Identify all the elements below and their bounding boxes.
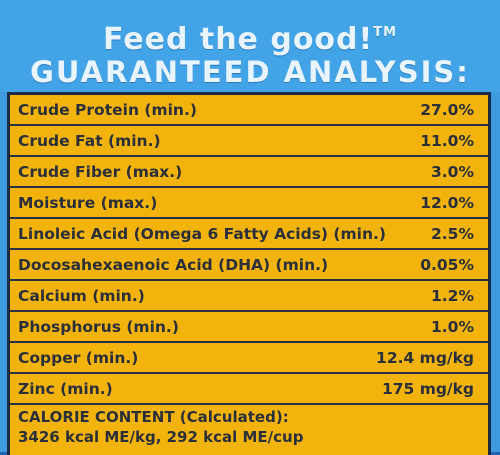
- trademark-mark: TM: [373, 25, 398, 40]
- calorie-title: CALORIE CONTENT (Calculated):: [18, 408, 289, 426]
- analysis-row-crude-protein: Crude Protein (min.) 27.0%: [10, 95, 488, 126]
- analysis-name: Linoleic Acid (Omega 6 Fatty Acids) (min…: [18, 225, 386, 243]
- analysis-table: Crude Protein (min.) 27.0% Crude Fat (mi…: [7, 92, 491, 455]
- analysis-value: 12.4 mg/kg: [376, 349, 474, 367]
- analysis-name: Crude Fat (min.): [18, 132, 161, 150]
- analysis-name: Docosahexaenoic Acid (DHA) (min.): [18, 256, 329, 274]
- analysis-row-dha: Docosahexaenoic Acid (DHA) (min.) 0.05%: [10, 250, 488, 281]
- analysis-row-moisture: Moisture (max.) 12.0%: [10, 188, 488, 219]
- analysis-name: Phosphorus (min.): [18, 318, 179, 336]
- analysis-row-copper: Copper (min.) 12.4 mg/kg: [10, 343, 488, 374]
- analysis-value: 1.0%: [431, 318, 474, 336]
- analysis-value: 2.5%: [431, 225, 474, 243]
- analysis-heading: GUARANTEED ANALYSIS:: [30, 55, 470, 89]
- analysis-row-phosphorus: Phosphorus (min.) 1.0%: [10, 312, 488, 343]
- analysis-value: 1.2%: [431, 287, 474, 305]
- analysis-value: 0.05%: [420, 256, 474, 274]
- analysis-value: 3.0%: [431, 163, 474, 181]
- analysis-value: 12.0%: [420, 194, 474, 212]
- analysis-name: Moisture (max.): [18, 194, 158, 212]
- analysis-row-crude-fat: Crude Fat (min.) 11.0%: [10, 126, 488, 157]
- analysis-value: 11.0%: [420, 132, 474, 150]
- analysis-row-linoleic-acid: Linoleic Acid (Omega 6 Fatty Acids) (min…: [10, 219, 488, 250]
- analysis-name: Copper (min.): [18, 349, 139, 367]
- label-header: Feed the good!TM GUARANTEED ANALYSIS:: [0, 0, 500, 92]
- analysis-name: Zinc (min.): [18, 380, 113, 398]
- tagline: Feed the good!TM: [0, 22, 500, 57]
- analysis-row-crude-fiber: Crude Fiber (max.) 3.0%: [10, 157, 488, 188]
- analysis-value: 27.0%: [420, 101, 474, 119]
- tagline-text: Feed the good!: [102, 22, 374, 57]
- analysis-name: Calcium (min.): [18, 287, 145, 305]
- analysis-row-zinc: Zinc (min.) 175 mg/kg: [10, 374, 488, 405]
- calorie-value: 3426 kcal ME/kg, 292 kcal ME/cup: [18, 428, 304, 446]
- analysis-name: Crude Protein (min.): [18, 101, 197, 119]
- analysis-value: 175 mg/kg: [381, 380, 474, 398]
- analysis-name: Crude Fiber (max.): [18, 163, 183, 181]
- analysis-row-calcium: Calcium (min.) 1.2%: [10, 281, 488, 312]
